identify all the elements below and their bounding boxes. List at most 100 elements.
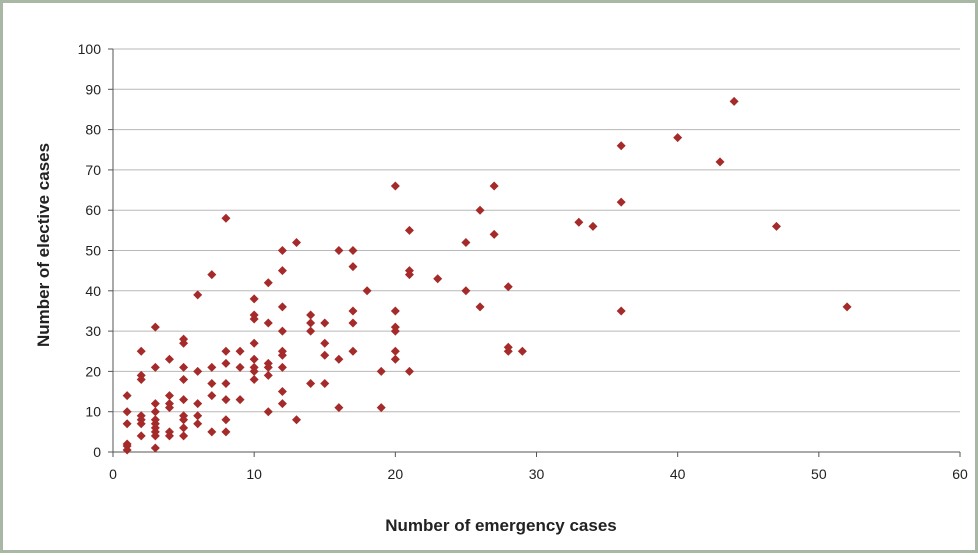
data-point [221,346,231,356]
data-point [235,395,245,405]
data-point [320,378,330,388]
data-point [122,419,132,429]
data-point [390,354,400,364]
data-point [235,362,245,372]
y-tick-label: 10 [85,404,101,420]
data-point [179,362,189,372]
data-point [433,274,443,284]
data-point [277,246,287,255]
data-point [150,322,160,332]
data-point [348,346,358,356]
data-point [249,310,259,320]
data-point [221,213,231,223]
data-point [122,439,132,449]
data-point [320,350,330,360]
x-tick-label: 50 [811,466,827,482]
data-point [179,395,189,405]
data-point [320,338,330,348]
data-point [249,338,259,348]
data-point [404,266,414,276]
y-tick-label: 80 [85,122,101,138]
data-point [376,403,386,413]
data-point [136,431,146,441]
data-point [334,354,344,364]
data-point [842,302,852,312]
data-point [390,181,400,191]
data-point [263,278,273,288]
data-point [588,221,598,231]
data-point [207,378,217,388]
data-point [771,221,781,231]
y-tick-label: 30 [85,323,101,339]
data-point [193,366,203,376]
data-point [376,366,386,376]
data-point [348,262,358,272]
data-point [263,358,273,368]
data-point [517,346,527,356]
data-point [164,354,174,364]
data-point [122,391,132,401]
data-point [150,415,160,425]
data-point [362,286,372,296]
data-point [390,306,400,316]
data-point [179,334,189,344]
data-point [334,246,344,255]
data-point [461,237,471,247]
data-point [249,354,259,364]
data-point [207,391,217,401]
data-point [263,318,273,328]
data-point [277,399,287,409]
data-point [207,427,217,437]
data-point [179,423,189,433]
x-tick-label: 0 [109,466,117,482]
data-point [179,374,189,384]
y-tick-label: 90 [85,81,101,97]
data-point [348,318,358,328]
data-point [221,427,231,437]
scatter-chart: 0 10 20 30 40 50 60 70 80 90 100 0 10 20 30 40 50 60 Numb… [34,41,968,535]
y-tick-label: 50 [85,243,101,259]
data-point [221,415,231,425]
x-tick-label: 30 [529,466,545,482]
data-point [390,322,400,332]
data-point [179,431,189,441]
data-point [616,197,626,207]
data-point [489,229,499,239]
data-point [249,374,259,384]
data-point [574,217,584,227]
data-point [277,326,287,336]
data-point [249,362,259,372]
data-point [673,133,683,143]
data-point [150,362,160,372]
data-point [136,370,146,380]
data-point [306,326,316,336]
y-tick-label: 100 [78,41,102,57]
x-tick-label: 60 [952,466,968,482]
data-point [334,403,344,413]
tick-labels: 0 10 20 30 40 50 60 70 80 90 100 0 10 20 30 40 50 60 [78,41,968,482]
data-point [306,318,316,328]
data-point [306,310,316,320]
data-point [489,181,499,191]
data-point [150,443,160,453]
data-point [306,378,316,388]
data-point [164,399,174,409]
data-points [122,96,852,455]
data-point [616,306,626,316]
data-point [207,362,217,372]
axes [108,48,961,457]
data-point [235,346,245,356]
x-tick-label: 40 [670,466,686,482]
y-tick-label: 20 [85,363,101,379]
data-point [193,419,203,429]
data-point [503,342,513,352]
data-point [320,318,330,328]
data-point [150,407,160,417]
data-point [193,399,203,409]
data-point [277,266,287,276]
data-point [277,362,287,372]
data-point [404,225,414,235]
gridlines [113,48,960,413]
data-point [616,141,626,151]
data-point [193,290,203,300]
